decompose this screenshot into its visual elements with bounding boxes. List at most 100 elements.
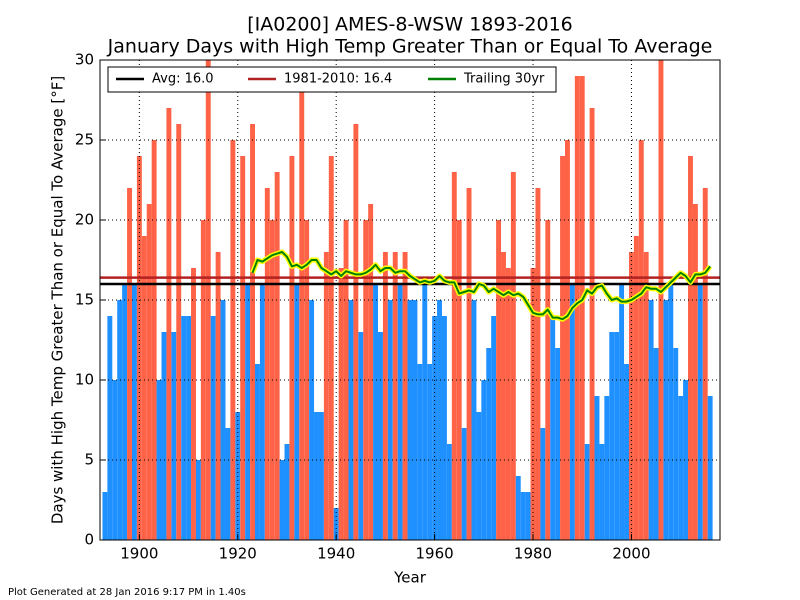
bar (166, 108, 172, 540)
bar (624, 364, 629, 540)
bar (323, 252, 329, 540)
bar (156, 380, 162, 540)
y-axis-label: Days with High Temp Greater Than or Equa… (49, 76, 67, 524)
bar (441, 316, 447, 540)
bar (274, 172, 280, 540)
bar (604, 396, 610, 540)
bar (471, 300, 477, 540)
bar (545, 220, 551, 540)
bar (392, 252, 398, 540)
bar (697, 284, 703, 540)
bar (565, 140, 570, 540)
y-tick-label: 30 (75, 51, 94, 69)
bar (378, 332, 383, 540)
bar (368, 204, 374, 540)
bar (122, 284, 128, 540)
bar (304, 220, 310, 540)
bar (520, 492, 526, 540)
bar (589, 108, 595, 540)
bar (314, 412, 319, 540)
bar (141, 236, 147, 540)
bar (437, 300, 442, 540)
x-tick-label: 1940 (317, 545, 355, 563)
y-tick-label: 15 (75, 291, 94, 309)
bar (481, 380, 487, 540)
bar (614, 332, 620, 540)
bar (353, 124, 359, 540)
bar (284, 444, 290, 540)
x-tick-label: 1920 (219, 545, 257, 563)
y-tick-label: 0 (84, 531, 94, 549)
bar (299, 92, 305, 540)
bar (151, 140, 157, 540)
bar (309, 300, 315, 540)
bar (451, 172, 457, 540)
bar (510, 172, 516, 540)
bar (491, 316, 497, 540)
bar (176, 124, 182, 540)
bar (456, 220, 462, 540)
bar (515, 476, 521, 540)
bar (215, 252, 221, 540)
bar (146, 204, 152, 540)
bar (161, 332, 167, 540)
bar (594, 396, 600, 540)
plot-frame (99, 59, 721, 541)
bar (496, 220, 502, 540)
bar (102, 492, 108, 540)
bar (427, 364, 433, 540)
bar (407, 300, 413, 540)
bar (363, 220, 369, 540)
bar (579, 76, 585, 540)
bar (707, 396, 713, 540)
bar (348, 300, 354, 540)
bar (668, 284, 674, 540)
x-tick-label: 1980 (514, 545, 552, 563)
bar (505, 268, 511, 540)
bar (117, 300, 123, 540)
line (251, 251, 711, 321)
y-tick-label: 5 (84, 451, 94, 469)
bar (422, 284, 428, 540)
legend-label: Avg: 16.0 (152, 72, 214, 87)
legend-label: Trailing 30yr (463, 72, 545, 87)
bar (412, 300, 418, 540)
bar (663, 300, 669, 540)
bar (181, 316, 187, 540)
bar (294, 284, 300, 540)
bar (230, 140, 236, 540)
bar (609, 332, 615, 540)
y-tick-label: 20 (75, 211, 94, 229)
bar (171, 332, 177, 540)
x-tick-label: 1900 (120, 545, 158, 563)
bar (250, 124, 255, 540)
bar (653, 348, 659, 540)
bar (220, 300, 226, 540)
chart-subtitle: January Days with High Temp Greater Than… (107, 36, 713, 58)
bar (358, 332, 364, 540)
bar (210, 316, 216, 540)
bar (387, 300, 393, 540)
bar (245, 284, 251, 540)
bar (555, 348, 561, 540)
bar (200, 220, 206, 540)
bar (638, 140, 644, 540)
bar (186, 316, 192, 540)
bar (446, 444, 452, 540)
bar (688, 156, 693, 540)
legend-box (107, 66, 557, 93)
y-tick-label: 25 (75, 131, 94, 149)
bar (131, 284, 137, 540)
bar (259, 284, 265, 540)
bar (195, 460, 201, 540)
bar (702, 188, 708, 540)
bar (540, 428, 546, 540)
bar (673, 348, 679, 540)
bar (127, 188, 132, 540)
bar (569, 284, 575, 540)
bar (382, 252, 388, 540)
bar (574, 76, 580, 540)
x-axis-label: Year (393, 569, 427, 587)
chart-title: [IA0200] AMES-8-WSW 1893-2016 (247, 14, 573, 36)
